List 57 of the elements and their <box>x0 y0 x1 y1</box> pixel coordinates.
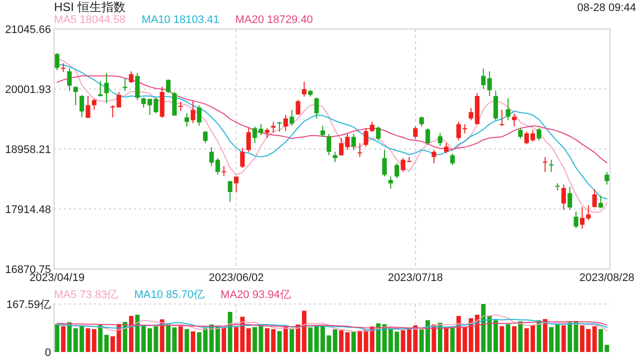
bar <box>568 322 572 352</box>
bar <box>160 319 164 352</box>
text: MA20 93.94亿 <box>220 289 291 301</box>
bar <box>536 320 542 352</box>
bar <box>506 324 510 352</box>
bar <box>376 323 381 352</box>
bar <box>308 327 313 352</box>
x-tick-label: 2023/08/28 <box>579 272 634 284</box>
bar <box>283 327 288 352</box>
bar <box>228 312 232 352</box>
bar <box>290 329 294 352</box>
bar <box>222 328 226 352</box>
chart-title: HSI 恒生指数 <box>54 0 126 14</box>
bar <box>512 326 516 352</box>
text: MA5 18044.58 <box>54 14 126 26</box>
y-tick-label: 20001.93 <box>5 84 51 96</box>
text: MA5 73.83亿 <box>54 289 118 301</box>
bar <box>86 328 90 352</box>
bar <box>61 326 66 352</box>
bar <box>555 324 560 352</box>
bar <box>358 331 362 352</box>
bar <box>302 310 306 352</box>
text: MA20 18729.40 <box>235 14 313 26</box>
bar <box>98 325 103 352</box>
bar <box>246 328 251 352</box>
bar <box>277 331 282 352</box>
y-tick-label: 18958.21 <box>5 144 51 156</box>
text: MA10 18103.41 <box>142 14 220 26</box>
bar <box>542 319 548 352</box>
bar <box>351 332 356 352</box>
x-tick-label: 2023/07/18 <box>388 272 443 284</box>
y-tick-label: 0 <box>44 347 51 359</box>
x-tick-label: 2023/04/19 <box>30 272 85 284</box>
bar <box>444 327 449 352</box>
y-tick-label: 21045.66 <box>5 24 51 36</box>
bar <box>518 321 523 352</box>
bar <box>450 328 455 352</box>
y-tick-label: 17914.48 <box>5 204 51 216</box>
bar <box>481 304 486 352</box>
bar <box>549 327 554 352</box>
bar <box>561 325 566 352</box>
bar <box>129 316 134 352</box>
bar <box>592 326 597 352</box>
bar <box>500 326 504 352</box>
bar <box>370 326 374 352</box>
x-tick-label: 2023/06/02 <box>208 272 264 284</box>
bar <box>135 314 140 352</box>
bar <box>67 322 72 352</box>
bar <box>474 314 480 352</box>
bar <box>54 324 60 352</box>
bar <box>92 329 96 352</box>
text: MA10 85.70亿 <box>134 289 205 301</box>
y-tick-label: 167.59亿 <box>6 299 51 311</box>
bar <box>332 329 338 352</box>
bar <box>178 326 183 352</box>
bar <box>184 329 190 352</box>
chart-subtitle: 08-28 09:44 <box>577 2 636 14</box>
